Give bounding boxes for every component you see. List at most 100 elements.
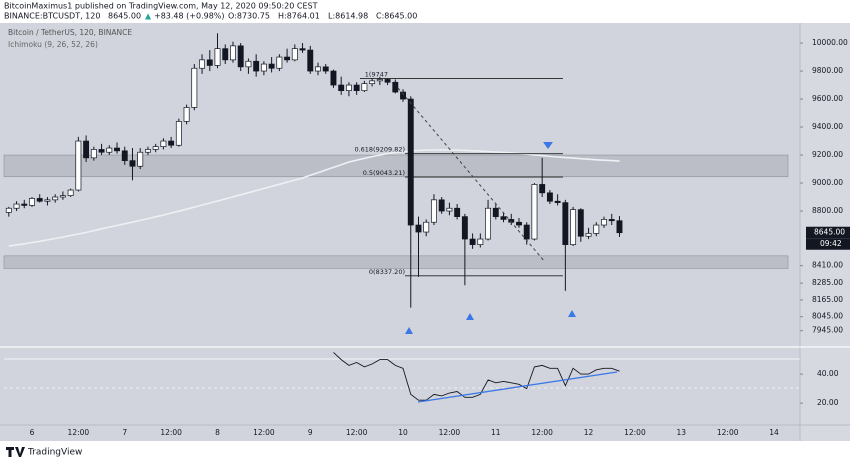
ohlc-open: O:8730.75 — [228, 12, 270, 21]
y-tick-label: 8800.00 — [812, 206, 843, 215]
indicator-label: Ichimoku (9, 26, 52, 26) — [8, 40, 98, 49]
y-tick-label: 20.00 — [817, 398, 839, 407]
y-tick-label: 8410.00 — [812, 261, 843, 270]
candle-body — [593, 224, 600, 234]
fib-diagonal — [397, 87, 546, 263]
candle-body — [369, 80, 376, 85]
candle-body — [52, 196, 59, 201]
x-tick-label: 7 — [122, 428, 127, 437]
zone — [3, 154, 789, 178]
y-tick-label: 8165.00 — [812, 295, 843, 304]
y-tick-label: 9800.00 — [812, 66, 843, 75]
candle-body — [531, 184, 538, 240]
candle-body — [36, 198, 43, 202]
ohlc-close: C:8645.00 — [376, 12, 417, 21]
x-tick-label: 14 — [769, 428, 779, 437]
marker — [568, 310, 576, 317]
x-tick-label: 12 — [584, 428, 594, 437]
candle-body — [59, 195, 66, 198]
x-tick-label: 12:00 — [531, 428, 553, 437]
candle-body — [616, 220, 623, 234]
candle-body — [585, 233, 592, 237]
candle-body — [516, 221, 522, 226]
y-tick-label: 9400.00 — [812, 122, 843, 131]
candle-body — [67, 189, 74, 196]
y-tick-label: 10000.00 — [812, 38, 848, 47]
candle-body — [199, 59, 205, 69]
candle-body — [361, 83, 368, 92]
candle-body — [83, 140, 90, 159]
candle-body — [446, 207, 453, 212]
y-tick-label: 9000.00 — [812, 178, 843, 187]
candle-body — [338, 84, 345, 92]
candle-body — [13, 203, 20, 209]
x-tick-label: 10 — [398, 428, 408, 437]
candle-body — [485, 207, 492, 240]
y-tick-label: 40.00 — [817, 369, 839, 378]
x-tick-label: 6 — [30, 428, 35, 437]
marker — [543, 142, 553, 149]
candle-body — [299, 48, 306, 51]
logo — [6, 447, 25, 457]
x-tick-label: 13 — [677, 428, 687, 437]
x-tick-label: 8 — [215, 428, 220, 437]
x-tick-label: 11 — [491, 428, 501, 437]
candle-body — [98, 149, 105, 153]
candle-body — [461, 216, 468, 240]
candle-body — [431, 199, 437, 223]
countdown-label: 09:42 — [820, 239, 842, 248]
x-tick-label: 12:00 — [346, 428, 368, 437]
candle-body — [384, 79, 391, 83]
ohlc-high: H:8764.01 — [278, 12, 320, 21]
candle-body — [268, 63, 275, 69]
candle-body — [477, 238, 484, 245]
candle-body — [423, 221, 430, 233]
candle-body — [137, 151, 144, 167]
last-price-label: 8645.00 — [814, 228, 845, 237]
candle-body — [454, 207, 461, 217]
candle-body — [562, 202, 569, 245]
change: +83.48 (+0.98%) — [154, 12, 225, 21]
fib-label: 0.5(9043.21) — [363, 169, 405, 177]
candle-body — [253, 60, 260, 72]
last-price: 8645.00 — [108, 12, 141, 21]
last-price-box — [806, 226, 850, 239]
candle-body — [400, 91, 406, 100]
candle-body — [129, 160, 136, 167]
candle-body — [276, 56, 283, 69]
candle-body — [222, 48, 229, 61]
candle-body — [469, 238, 476, 245]
candle-body — [500, 216, 507, 220]
countdown-box — [806, 238, 850, 250]
candle-body — [284, 56, 291, 61]
candle-body — [539, 184, 546, 194]
y-tick-label: 9200.00 — [812, 150, 843, 159]
candle-body — [75, 140, 82, 191]
brand-name: TradingView — [27, 448, 82, 458]
candle-body — [114, 147, 120, 152]
x-tick-label: 12:00 — [439, 428, 461, 437]
x-tick-label: 12:00 — [624, 428, 646, 437]
arrow: ▲ — [145, 12, 152, 21]
candle-body — [168, 140, 175, 146]
candle-body — [237, 45, 244, 68]
ohlc-low: L:8614.98 — [328, 12, 368, 21]
candle-body — [44, 199, 51, 202]
candle-body — [175, 121, 182, 146]
candle-body — [570, 209, 577, 245]
candle-body — [407, 98, 414, 226]
rsi-trendline — [417, 371, 618, 403]
candle-body — [245, 60, 252, 68]
candle-body — [315, 66, 321, 72]
candle-body — [291, 48, 298, 61]
candle-body — [206, 59, 213, 66]
rsi-line — [333, 352, 620, 401]
y-tick-label: 7945.00 — [812, 326, 843, 335]
candle-body — [577, 209, 584, 237]
fib-label: 0(8337.20) — [369, 268, 405, 276]
candle-body — [144, 149, 151, 153]
candle-body — [608, 219, 615, 222]
chart-title: Bitcoin / TetherUS, 120, BINANCE — [8, 28, 132, 37]
candle-body — [121, 150, 128, 161]
y-tick-label: 9600.00 — [812, 94, 843, 103]
